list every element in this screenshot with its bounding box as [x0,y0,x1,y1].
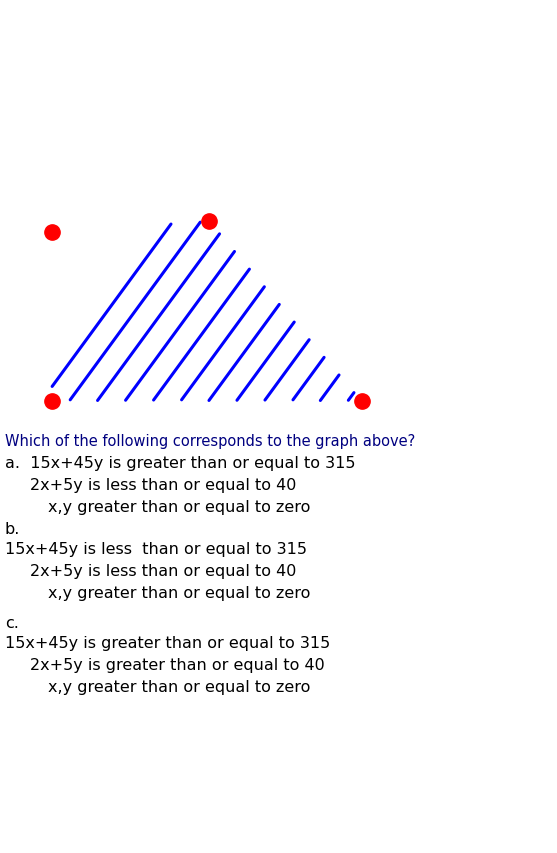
Text: 15x+45y is greater than or equal to 315: 15x+45y is greater than or equal to 315 [5,635,330,650]
Text: x,y greater than or equal to zero: x,y greater than or equal to zero [48,679,310,694]
Text: a.  15x+45y is greater than or equal to 315: a. 15x+45y is greater than or equal to 3… [5,456,355,470]
Text: c.: c. [5,615,19,630]
Text: Which of the following corresponds to the graph above?: Which of the following corresponds to th… [5,433,416,448]
Text: 2x+5y is less than or equal to 40: 2x+5y is less than or equal to 40 [30,477,296,492]
Text: x,y greater than or equal to zero: x,y greater than or equal to zero [48,499,310,514]
Text: x,y greater than or equal to zero: x,y greater than or equal to zero [48,585,310,601]
Text: 15x+45y is less  than or equal to 315: 15x+45y is less than or equal to 315 [5,541,307,556]
Text: 2x+5y is less than or equal to 40: 2x+5y is less than or equal to 40 [30,563,296,578]
Text: 2x+5y is greater than or equal to 40: 2x+5y is greater than or equal to 40 [30,657,325,672]
Text: b.: b. [5,521,21,537]
